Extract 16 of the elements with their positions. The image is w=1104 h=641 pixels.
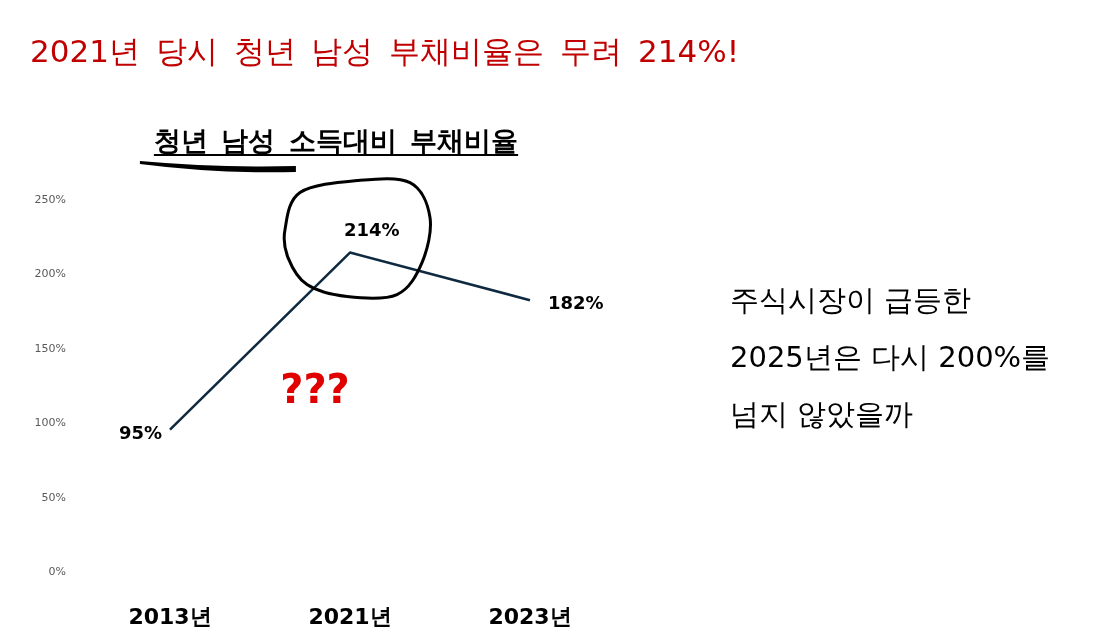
y-tick-label: 200% [34,267,66,281]
y-tick-label: 250% [34,193,66,206]
y-tick-label: 0% [48,565,66,578]
subtitle: 청년 남성 소득대비 부채비율 [153,125,519,156]
data-label: 95% [118,421,162,443]
y-tick-label: 50% [41,490,66,504]
x-tick-label: 2023년 [488,604,572,629]
y-tick-label: 100% [34,416,66,430]
annotation: ??? [280,366,350,412]
y-tick-label: 150% [34,341,66,355]
x-tick-label: 2021년 [308,604,392,629]
x-tick-label: 2013년 [128,604,212,629]
text: 주식시장이 급등한 2025년은 다시 200%를 넘지 않았을까 [730,283,1051,431]
data-label: 182% [548,292,604,314]
data-label: 214% [344,218,400,240]
title: 2021년 당시 청년 남성 부채비율은 무려 214%! [30,33,740,69]
